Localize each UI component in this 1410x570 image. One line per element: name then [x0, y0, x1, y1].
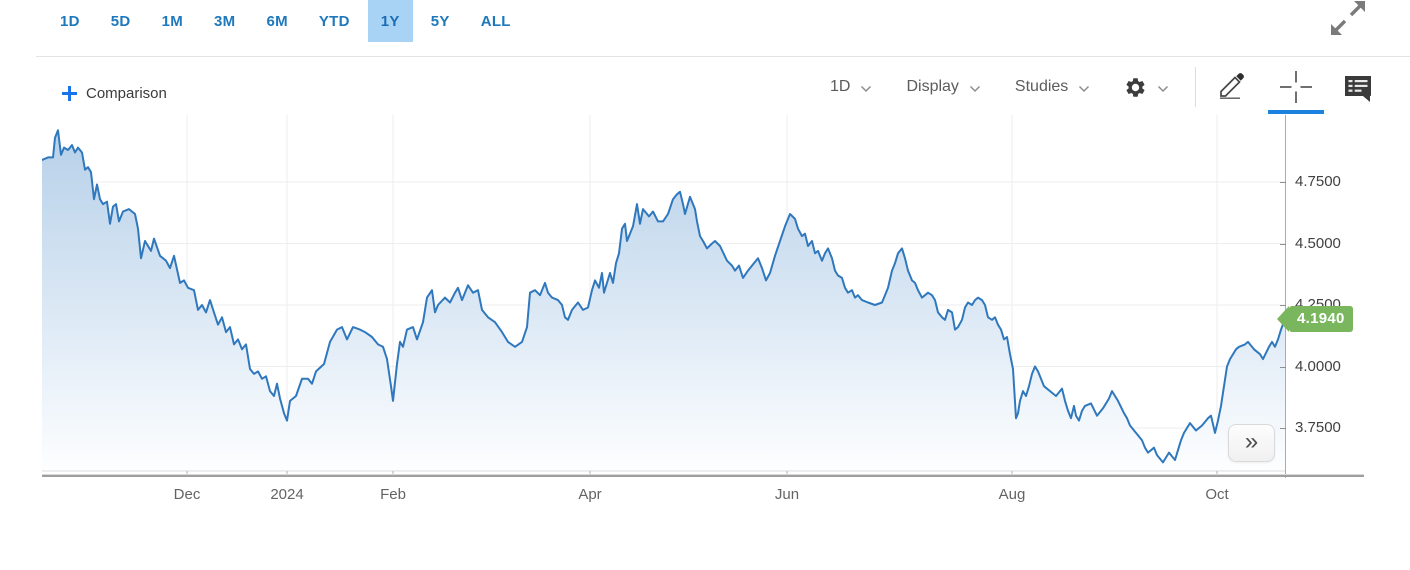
scroll-to-newest-button[interactable]: »	[1228, 424, 1275, 462]
x-axis-label: 2024	[270, 486, 304, 503]
chevron-down-icon	[861, 85, 872, 93]
display-dropdown[interactable]: Display	[906, 78, 980, 96]
chart-plot-area[interactable]	[41, 115, 1286, 478]
interval-label: 1D	[830, 78, 851, 95]
badge-arrow-tip	[1277, 305, 1289, 332]
chevron-down-icon	[1158, 85, 1169, 93]
studies-label: Studies	[1014, 78, 1069, 95]
range-tab-6m[interactable]: 6M	[266, 12, 288, 30]
x-axis-label: Apr	[578, 486, 602, 503]
range-tabbar: 1D 5D 1M 3M 6M YTD 1Y 5Y ALL	[47, 0, 529, 42]
y-axis-tick	[1280, 428, 1286, 429]
active-tool-indicator	[1268, 110, 1325, 114]
price-area-fill	[42, 130, 1285, 472]
draw-tool-button[interactable]	[1210, 68, 1250, 106]
y-axis-line	[1285, 115, 1286, 478]
chart-toolbar: 1D Display Studies	[830, 67, 1378, 114]
x-axis-baseline	[42, 474, 1364, 477]
plus-icon	[62, 85, 77, 101]
range-tab-5d[interactable]: 5D	[110, 12, 131, 30]
y-axis-tick	[1280, 182, 1286, 183]
y-axis-label: 4.0000	[1295, 357, 1341, 375]
x-axis-label: Oct	[1205, 486, 1229, 503]
x-axis-label: Feb	[380, 486, 406, 503]
toolbar-divider	[1195, 67, 1197, 107]
last-price-value: 4.1940	[1289, 305, 1353, 332]
x-axis-label: Aug	[998, 486, 1026, 503]
range-tab-3m[interactable]: 3M	[214, 12, 236, 30]
settings-dropdown[interactable]	[1124, 76, 1169, 99]
display-label: Display	[906, 78, 959, 95]
panel-top-border	[36, 56, 1410, 57]
y-axis-label: 3.7500	[1295, 419, 1341, 436]
pencil-icon	[1220, 73, 1245, 99]
add-comparison-button[interactable]: Comparison	[62, 78, 167, 108]
y-axis-tick	[1280, 305, 1286, 306]
price-line	[41, 129, 1286, 464]
range-tab-1y[interactable]: 1Y	[367, 0, 413, 42]
x-axis-labels: Dec 2024 Feb Apr Jun Aug Oct	[42, 486, 1285, 506]
y-axis-label: 4.5000	[1295, 234, 1341, 252]
range-tab-1d[interactable]: 1D	[60, 12, 80, 30]
y-axis-label: 4.7500	[1295, 173, 1341, 190]
range-tab-5y[interactable]: 5Y	[430, 12, 450, 30]
comment-tool-button[interactable]	[1338, 68, 1378, 106]
y-axis-tick	[1280, 243, 1286, 245]
crosshair-tool-button[interactable]	[1268, 68, 1325, 114]
comment-icon	[1345, 76, 1372, 102]
gear-icon	[1126, 77, 1145, 97]
interval-dropdown[interactable]: 1D	[830, 78, 872, 96]
last-price-badge: 4.1940	[1277, 305, 1353, 332]
range-tab-ytd[interactable]: YTD	[318, 12, 350, 30]
x-axis-label: Jun	[774, 486, 800, 503]
x-axis-label: Dec	[173, 486, 201, 503]
comparison-label: Comparison	[86, 84, 167, 102]
range-tab-all[interactable]: ALL	[480, 12, 511, 30]
y-axis-tick	[1280, 366, 1286, 368]
studies-dropdown[interactable]: Studies	[1015, 78, 1090, 96]
chevron-down-icon	[1079, 85, 1090, 93]
crosshair-icon	[1280, 71, 1313, 103]
expand-icon[interactable]	[1328, 0, 1368, 38]
range-tab-1m[interactable]: 1M	[161, 12, 183, 30]
chevron-down-icon	[969, 85, 980, 93]
